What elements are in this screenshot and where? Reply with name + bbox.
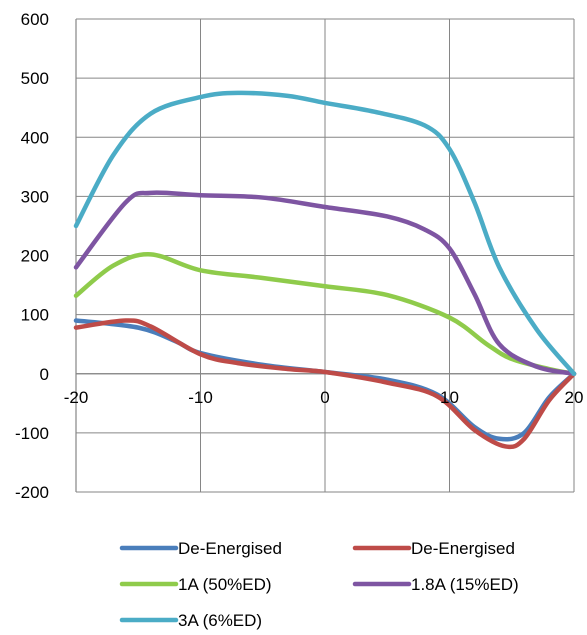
y-tick-label: 100 [21,306,49,325]
legend-label-4: 3A (6%ED) [178,611,262,630]
y-tick-label: -100 [15,424,49,443]
x-tick-label: 10 [440,388,459,407]
x-tick-label: 0 [320,388,329,407]
series-line-4 [73,90,577,376]
legend-label-1: De-Energised [411,539,515,558]
x-tick-label: -10 [188,388,213,407]
y-tick-label: 200 [21,247,49,266]
legend-label-2: 1A (50%ED) [178,575,272,594]
y-tick-label: 400 [21,128,49,147]
series-line-1 [73,318,577,450]
x-tick-label: 20 [565,388,584,407]
series-line-3 [73,190,577,376]
x-tick-label: -20 [64,388,89,407]
y-tick-label: 500 [21,69,49,88]
y-tick-label: 600 [21,10,49,29]
y-tick-label: 0 [40,365,49,384]
legend-label-3: 1.8A (15%ED) [411,575,519,594]
legend-label-0: De-Energised [178,539,282,558]
y-tick-label: 300 [21,187,49,206]
series-lines [73,90,577,450]
series-line-2 [73,252,577,376]
y-tick-label: -200 [15,483,49,502]
legend: De-Energised De-Energised 1A (50%ED) 1.8A (… [119,539,519,630]
